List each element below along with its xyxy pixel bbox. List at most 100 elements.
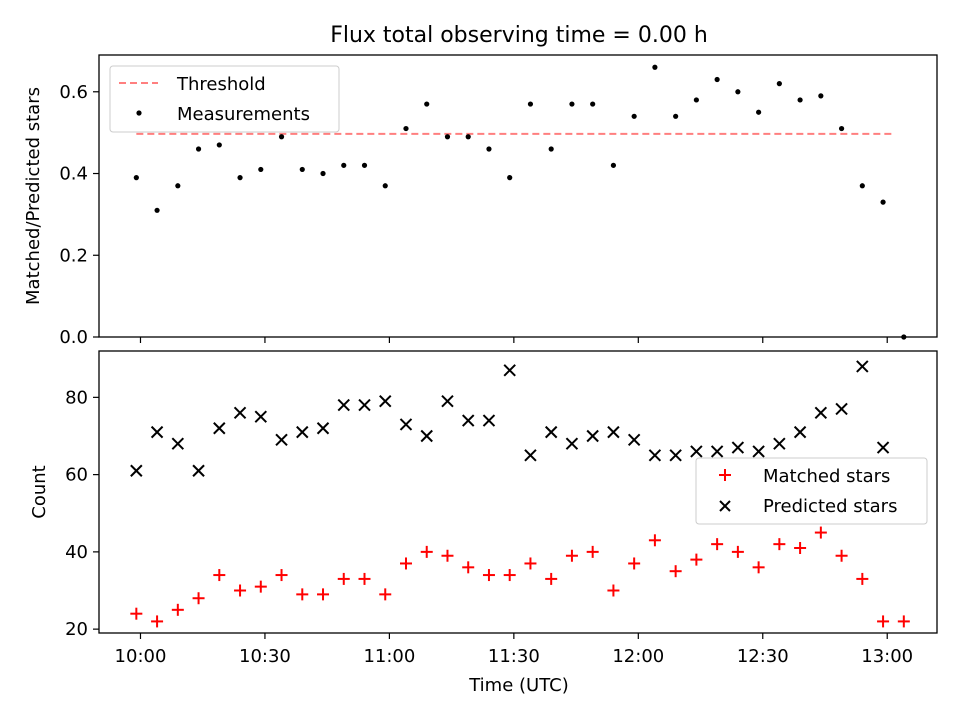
matched-star-point xyxy=(399,557,412,570)
measurement-point xyxy=(880,199,886,205)
matched-star-point xyxy=(317,588,330,601)
measurement-point xyxy=(361,162,368,168)
bottom-y-axis-label: Count xyxy=(29,465,50,518)
matched-star-point xyxy=(234,584,247,597)
matched-star-point xyxy=(814,526,827,539)
matched-star-point xyxy=(773,538,786,551)
top-y-tick-label: 0.0 xyxy=(59,327,88,348)
predicted-star-point xyxy=(358,398,371,412)
top-legend-box xyxy=(109,65,340,133)
measurement-point xyxy=(818,93,824,99)
matched-star-point xyxy=(565,549,578,562)
predicted-star-point xyxy=(296,425,309,439)
predicted-star-point xyxy=(586,429,599,443)
top-y-tick-label: 0.2 xyxy=(59,245,88,266)
measurement-point xyxy=(797,97,803,103)
predicted-star-point xyxy=(876,441,890,454)
matched-star-point xyxy=(856,572,869,585)
measurement-point xyxy=(631,113,637,119)
top-legend: Threshold Measurements xyxy=(109,65,340,133)
predicted-star-point xyxy=(130,464,143,477)
matched-star-point xyxy=(669,565,682,578)
measurement-point xyxy=(175,183,181,189)
predicted-star-point xyxy=(544,425,558,439)
predicted-star-point xyxy=(814,406,828,420)
predicted-star-point xyxy=(731,441,745,454)
measurement-point xyxy=(714,76,720,83)
matched-star-point xyxy=(711,538,724,551)
x-tick-label: 11:30 xyxy=(488,646,540,667)
top-y-tick-label: 0.6 xyxy=(59,82,88,103)
bottom-legend: Matched stars Predicted stars xyxy=(695,457,928,525)
matched-star-point xyxy=(524,557,537,570)
predicted-star-point xyxy=(835,402,848,416)
predicted-star-point xyxy=(337,398,350,412)
matched-star-point xyxy=(586,545,599,558)
legend-predicted-label: Predicted stars xyxy=(763,496,897,517)
matched-star-point xyxy=(628,557,641,570)
predicted-star-point xyxy=(773,437,786,450)
predicted-star-point xyxy=(690,445,703,458)
chart-title: Flux total observing time = 0.00 h xyxy=(330,23,708,48)
matched-star-point xyxy=(648,534,661,547)
matched-star-point xyxy=(171,603,184,616)
predicted-star-point xyxy=(441,395,454,408)
x-tick-label: 13:00 xyxy=(861,646,913,667)
top-y-axis-label: Matched/Predicted stars xyxy=(23,87,44,305)
legend-measurements-label: Measurements xyxy=(177,104,310,125)
matched-star-point xyxy=(607,584,620,597)
bottom-y-tick-label: 60 xyxy=(65,465,88,486)
predicted-star-point xyxy=(482,414,496,427)
matched-star-point xyxy=(130,607,143,620)
x-tick-label: 10:00 xyxy=(115,646,167,667)
measurement-point xyxy=(735,89,741,95)
predicted-star-point xyxy=(275,433,288,447)
legend-predicted-swatch xyxy=(719,500,731,512)
predicted-star-point xyxy=(524,449,537,462)
matched-star-point xyxy=(752,561,765,574)
measurement-point xyxy=(465,134,471,140)
bottom-panel: 10:00 10:30 11:00 11:30 12:00 12:30 13:00 20 40 6… xyxy=(29,350,938,696)
predicted-star-point xyxy=(171,437,185,450)
legend-threshold-label: Threshold xyxy=(176,74,266,95)
matched-star-point xyxy=(731,545,744,558)
measurement-point xyxy=(590,101,596,107)
measurement-point xyxy=(320,170,326,177)
measurement-point xyxy=(278,134,285,140)
predicted-star-point xyxy=(379,395,392,408)
x-tick-label: 10:30 xyxy=(239,646,291,667)
x-tick-label: 12:00 xyxy=(612,646,664,667)
top-panel: 0.0 0.2 0.4 0.6 Matched/Predicted stars Thr… xyxy=(23,54,938,348)
predicted-star-point xyxy=(213,422,226,435)
matched-star-point xyxy=(482,569,495,582)
measurement-point xyxy=(133,175,139,181)
measurement-point xyxy=(569,101,575,107)
matched-star-point xyxy=(877,615,890,628)
measurement-point xyxy=(673,113,679,119)
matched-star-point xyxy=(275,569,288,582)
predicted-star-point xyxy=(192,464,205,477)
matched-star-point xyxy=(379,588,392,601)
predicted-star-point xyxy=(420,429,433,443)
measurement-point xyxy=(195,146,202,152)
predicted-star-point xyxy=(399,418,413,431)
matched-star-point xyxy=(254,580,267,593)
measurement-point xyxy=(486,146,492,152)
predicted-star-point xyxy=(648,449,662,462)
measurement-point xyxy=(299,166,305,173)
matched-star-point xyxy=(503,569,516,582)
legend-matched-label: Matched stars xyxy=(763,466,890,487)
predicted-star-point xyxy=(856,360,869,373)
x-axis-label: Time (UTC) xyxy=(468,675,569,696)
matched-star-point xyxy=(151,615,164,628)
matched-star-point xyxy=(213,569,226,582)
matched-star-point xyxy=(545,572,558,585)
measurement-point xyxy=(652,64,658,70)
matched-star-point xyxy=(192,592,205,605)
predicted-star-point xyxy=(752,445,765,458)
bottom-y-tick-label: 80 xyxy=(65,387,88,408)
measurement-point xyxy=(154,207,160,213)
matched-star-point xyxy=(794,542,807,555)
measurement-point xyxy=(756,109,762,115)
